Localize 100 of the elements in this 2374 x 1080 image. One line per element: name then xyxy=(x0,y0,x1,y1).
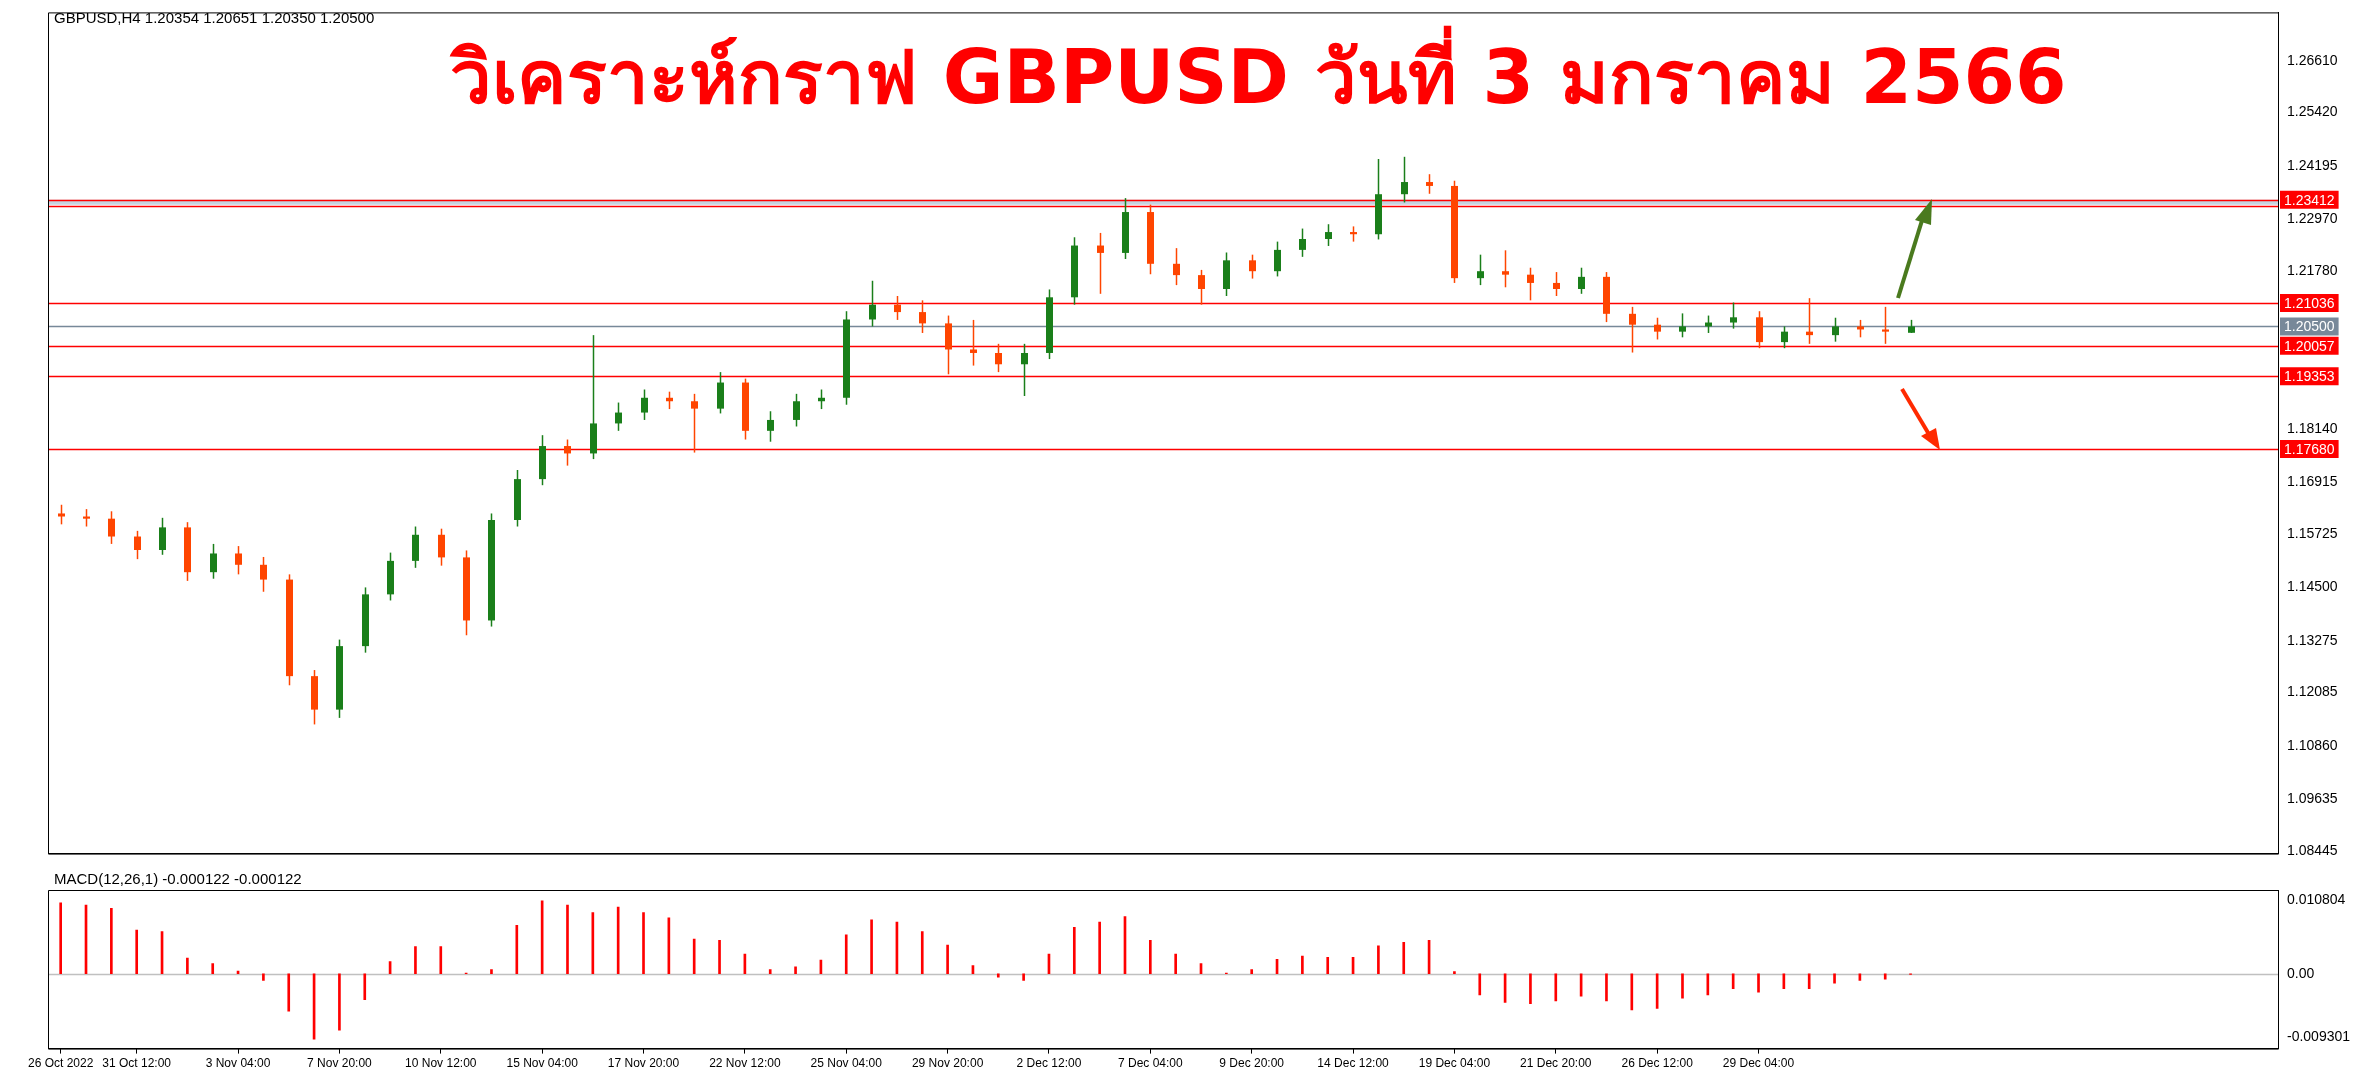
candlestick xyxy=(1527,266,1534,302)
bar xyxy=(1149,940,1152,975)
x-tick-label: 9 Dec 20:00 xyxy=(1219,1056,1285,1071)
candlestick xyxy=(615,401,622,432)
y-tick-label: 1.09635 xyxy=(2287,789,2338,806)
x-tick-label: 19 Dec 04:00 xyxy=(1418,1056,1491,1071)
bar xyxy=(287,973,291,1012)
bar xyxy=(1326,957,1330,975)
bar xyxy=(946,944,949,975)
ref-line-label: 1.20057 xyxy=(2284,337,2335,354)
bar xyxy=(1072,927,1076,975)
bar xyxy=(718,940,721,975)
bar xyxy=(768,969,772,975)
x-tick-label: 17 Nov 20:00 xyxy=(607,1056,680,1071)
candlestick xyxy=(1299,227,1306,258)
x-tick-label: 10 Nov 12:00 xyxy=(405,1056,477,1071)
x-tick-label: 7 Nov 20:00 xyxy=(307,1056,373,1071)
bar xyxy=(1681,973,1684,999)
bar xyxy=(920,931,924,975)
x-tick-label: 14 Dec 12:00 xyxy=(1317,1056,1390,1071)
bar xyxy=(642,912,645,975)
candlestick xyxy=(134,530,141,560)
ref-line-label: 1.20500 xyxy=(2284,318,2335,335)
candlestick xyxy=(210,543,217,580)
bar xyxy=(439,946,443,975)
candlestick xyxy=(1173,247,1180,286)
bar xyxy=(211,963,215,975)
candlestick xyxy=(1832,316,1839,343)
candlestick xyxy=(235,545,242,576)
bar xyxy=(1630,973,1634,1011)
bar xyxy=(692,938,696,975)
bar xyxy=(1605,973,1608,1002)
bar xyxy=(1554,973,1558,1002)
y-tick-label: 1.14500 xyxy=(2287,578,2338,595)
y-tick-label: 1.12085 xyxy=(2287,683,2338,700)
bar xyxy=(1174,953,1177,975)
y-tick-label: 1.15725 xyxy=(2287,524,2338,541)
ref-line-label: 1.21036 xyxy=(2284,294,2335,311)
candlestick xyxy=(1553,271,1560,297)
bar xyxy=(844,934,848,975)
y-tick-label: 1.10860 xyxy=(2287,736,2338,753)
bar xyxy=(1807,973,1811,990)
candlestick xyxy=(1401,156,1408,204)
y-tick-label: 1.08445 xyxy=(2287,841,2338,858)
y-tick-label: 1.16915 xyxy=(2287,473,2338,490)
bar xyxy=(870,919,873,975)
candlestick xyxy=(58,504,65,526)
x-tick-label: 3 Nov 04:00 xyxy=(205,1056,271,1071)
bar xyxy=(1883,973,1887,980)
candlestick xyxy=(564,438,571,467)
bar xyxy=(59,902,62,975)
candlestick xyxy=(1781,325,1788,349)
bar xyxy=(566,904,569,975)
bar xyxy=(1377,945,1380,975)
x-tick-label: 31 Oct 12:00 xyxy=(102,1056,172,1071)
x-tick-label: 29 Nov 20:00 xyxy=(911,1056,984,1071)
x-tick-label: 21 Dec 20:00 xyxy=(1520,1056,1592,1071)
bar xyxy=(1757,973,1760,993)
y-tick-label: 1.21780 xyxy=(2287,261,2338,278)
bar xyxy=(262,973,265,981)
candlestick xyxy=(1426,173,1433,195)
bar xyxy=(1529,973,1532,1005)
candlestick xyxy=(641,388,648,421)
x-tick-label: 2 Dec 12:00 xyxy=(1016,1056,1082,1071)
candlestick xyxy=(894,295,901,321)
candlestick xyxy=(970,319,977,367)
y-tick-label: 1.22970 xyxy=(2287,209,2338,226)
candlestick xyxy=(108,510,115,545)
x-tick-label: 7 Dec 04:00 xyxy=(1117,1056,1184,1071)
candlestick xyxy=(260,556,267,593)
candlestick xyxy=(767,410,774,443)
chart-title: MACD(12,26,1) -0.000122 -0.000122 xyxy=(54,870,302,887)
bar xyxy=(1098,921,1101,975)
candlestick xyxy=(1578,266,1585,295)
candlestick xyxy=(1021,343,1028,397)
bar xyxy=(1301,955,1304,975)
x-tick-label: 26 Oct 2022 xyxy=(27,1056,94,1071)
candlestick xyxy=(1730,301,1737,330)
y-tick-label: 1.18140 xyxy=(2287,419,2338,436)
x-tick-label: 15 Nov 04:00 xyxy=(506,1056,579,1071)
candlestick xyxy=(1654,316,1661,341)
y-tick-label: 1.24195 xyxy=(2287,156,2338,173)
y-tick-label: 1.13275 xyxy=(2287,631,2338,648)
y-tick-label: 1.26610 xyxy=(2287,51,2338,68)
bar xyxy=(1453,971,1456,975)
chart-title: วิเคราะห์กราฟ GBPUSD วันที่ 3 มกราคม 2566 xyxy=(450,24,2067,122)
candlestick xyxy=(1198,269,1205,306)
bar xyxy=(515,925,519,975)
candlestick xyxy=(919,299,926,334)
candlestick xyxy=(1679,312,1686,339)
bar xyxy=(996,973,1000,978)
candlestick xyxy=(691,393,698,454)
candlestick xyxy=(1882,306,1889,345)
ref-line-label: 1.17680 xyxy=(2284,440,2335,457)
ref-line-label: 1.19353 xyxy=(2284,368,2335,385)
candlestick xyxy=(1629,306,1636,354)
bar xyxy=(186,957,189,975)
bar xyxy=(414,946,417,975)
bar xyxy=(363,973,367,1000)
bar xyxy=(1731,973,1735,990)
